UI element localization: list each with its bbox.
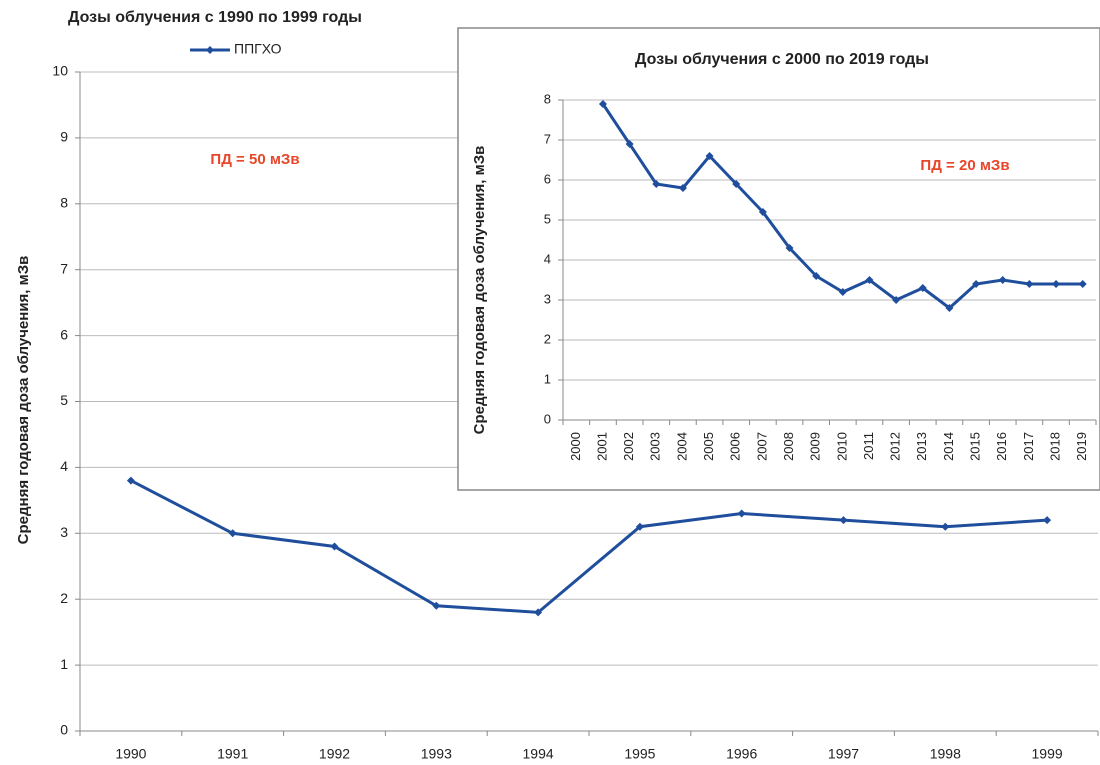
x-tick-label: 2013 (914, 432, 929, 461)
x-tick-label: 2015 (968, 432, 983, 461)
x-tick-label: 2000 (568, 432, 583, 461)
x-tick-label: 2005 (701, 432, 716, 461)
y-tick-label: 5 (544, 211, 551, 226)
x-tick-label: 2010 (834, 432, 849, 461)
marker (432, 601, 441, 610)
marker (1052, 280, 1061, 288)
y-tick-label: 4 (60, 458, 68, 474)
marker (598, 100, 607, 108)
annotation: ПД = 20 мЗв (920, 157, 1009, 174)
x-tick-label: 1999 (1032, 746, 1063, 762)
x-tick-label: 2019 (1074, 432, 1089, 461)
marker (635, 522, 644, 531)
x-tick-label: 2014 (941, 432, 956, 461)
x-tick-label: 1995 (624, 746, 655, 762)
x-tick-label: 2008 (781, 432, 796, 461)
y-tick-label: 0 (60, 722, 68, 738)
y-tick-label: 2 (60, 590, 68, 606)
chart-title: Дозы облучения с 2000 по 2019 годы (635, 51, 929, 68)
x-tick-label: 1998 (930, 746, 961, 762)
y-tick-label: 8 (60, 195, 68, 211)
x-tick-label: 2011 (861, 432, 876, 460)
inset-frame (457, 27, 1100, 491)
y-axis-label: Средняя годовая доза облучения, мЗв (15, 256, 32, 545)
x-tick-label: 1997 (828, 746, 859, 762)
x-tick-label: 2003 (648, 432, 663, 461)
y-tick-label: 3 (60, 524, 68, 540)
y-tick-label: 0 (544, 411, 551, 426)
y-tick-label: 2 (544, 331, 551, 346)
x-tick-label: 2006 (728, 432, 743, 461)
y-tick-label: 5 (60, 392, 68, 408)
x-tick-label: 2018 (1047, 432, 1062, 461)
y-tick-label: 6 (544, 171, 551, 186)
marker (812, 272, 821, 280)
marker (330, 542, 339, 551)
marker (625, 140, 634, 148)
marker (705, 152, 714, 160)
x-tick-label: 2012 (888, 432, 903, 461)
y-tick-label: 1 (60, 656, 68, 672)
x-tick-label: 2001 (594, 432, 609, 461)
marker (945, 304, 954, 312)
marker (1078, 280, 1087, 288)
x-tick-label: 1992 (319, 746, 350, 762)
x-tick-label: 1994 (523, 746, 554, 762)
chart-panel: 0 1 2 3 4 5 6 7 8 2000 2001 2002 2003 2004 2005 2006 200… (457, 27, 1100, 491)
x-tick-label: 1993 (421, 746, 452, 762)
marker (785, 244, 794, 252)
marker (972, 280, 981, 288)
annotation: ПД = 50 мЗв (210, 151, 299, 168)
marker (758, 208, 767, 216)
marker (1025, 280, 1034, 288)
legend-marker (206, 46, 214, 54)
marker (918, 284, 927, 292)
marker (998, 276, 1007, 284)
x-tick-label: 2007 (754, 432, 769, 461)
marker (737, 509, 746, 518)
marker (1043, 516, 1052, 525)
x-tick-label: 1990 (115, 746, 146, 762)
x-tick-label: 2004 (674, 432, 689, 461)
y-tick-label: 7 (60, 260, 68, 276)
y-tick-label: 9 (60, 129, 68, 145)
y-tick-label: 1 (544, 371, 551, 386)
y-tick-label: 10 (52, 63, 68, 79)
marker (678, 184, 687, 192)
marker (652, 180, 661, 188)
x-tick-label: 2009 (808, 432, 823, 461)
marker (838, 288, 847, 296)
marker (892, 296, 901, 304)
x-tick-label: 1996 (726, 746, 757, 762)
marker (732, 180, 741, 188)
marker (228, 529, 237, 538)
marker (865, 276, 874, 284)
marker (941, 522, 950, 531)
y-tick-label: 8 (544, 91, 551, 106)
y-tick-label: 3 (544, 291, 551, 306)
x-tick-label: 2016 (994, 432, 1009, 461)
marker (534, 608, 543, 617)
x-tick-label: 1991 (217, 746, 248, 762)
marker (126, 476, 135, 485)
y-tick-label: 4 (544, 251, 551, 266)
marker (839, 516, 848, 525)
line (130, 479, 1048, 614)
x-tick-label: 2017 (1021, 432, 1036, 461)
y-tick-label: 6 (60, 326, 68, 342)
y-axis-label: Средняя годовая доза облучения, мЗв (471, 146, 488, 435)
chart-title: Дозы облучения с 1990 по 1999 годы (68, 9, 362, 26)
y-tick-label: 7 (544, 131, 551, 146)
legend-label: ППГХО (234, 41, 282, 57)
x-tick-label: 2002 (621, 432, 636, 461)
